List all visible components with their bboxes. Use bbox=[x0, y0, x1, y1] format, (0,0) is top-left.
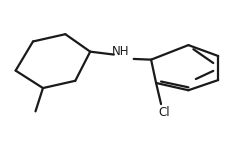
Text: Cl: Cl bbox=[158, 106, 170, 119]
Text: NH: NH bbox=[112, 45, 130, 58]
